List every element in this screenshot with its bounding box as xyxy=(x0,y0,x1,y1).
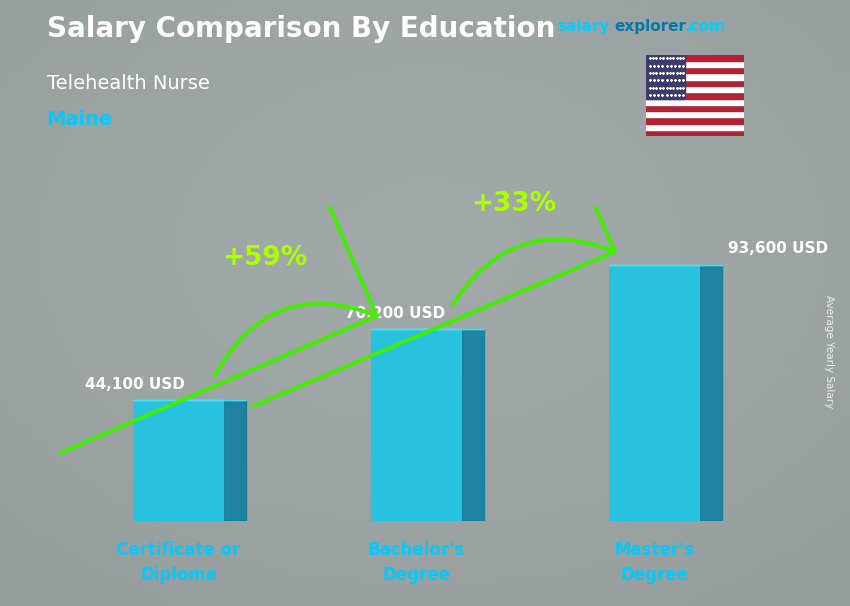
Bar xyxy=(646,61,744,67)
Bar xyxy=(133,401,224,521)
Text: +59%: +59% xyxy=(223,245,308,270)
Bar xyxy=(646,130,744,136)
Text: Maine: Maine xyxy=(47,110,113,129)
Bar xyxy=(646,118,744,124)
Text: explorer: explorer xyxy=(615,19,687,35)
Bar xyxy=(646,55,744,61)
Text: .com: .com xyxy=(684,19,725,35)
Polygon shape xyxy=(700,265,722,521)
Bar xyxy=(646,99,744,105)
Bar xyxy=(646,55,685,99)
Text: salary: salary xyxy=(557,19,609,35)
Bar xyxy=(609,265,700,521)
Bar xyxy=(646,105,744,111)
Bar xyxy=(646,80,744,86)
Bar xyxy=(646,67,744,73)
Bar xyxy=(646,92,744,99)
Polygon shape xyxy=(224,401,246,521)
Bar xyxy=(646,124,744,130)
FancyArrowPatch shape xyxy=(253,0,615,406)
Polygon shape xyxy=(462,329,484,521)
Bar xyxy=(646,111,744,118)
Text: +33%: +33% xyxy=(471,191,557,218)
Text: 70,200 USD: 70,200 USD xyxy=(345,305,445,321)
Bar xyxy=(371,329,462,521)
Text: 93,600 USD: 93,600 USD xyxy=(728,241,828,256)
Text: Salary Comparison By Education: Salary Comparison By Education xyxy=(47,15,555,43)
Bar xyxy=(646,86,744,92)
Bar xyxy=(646,73,744,80)
Text: Telehealth Nurse: Telehealth Nurse xyxy=(47,74,210,93)
Text: Average Yearly Salary: Average Yearly Salary xyxy=(824,295,834,408)
Text: 44,100 USD: 44,100 USD xyxy=(86,377,185,392)
FancyArrowPatch shape xyxy=(16,0,377,472)
